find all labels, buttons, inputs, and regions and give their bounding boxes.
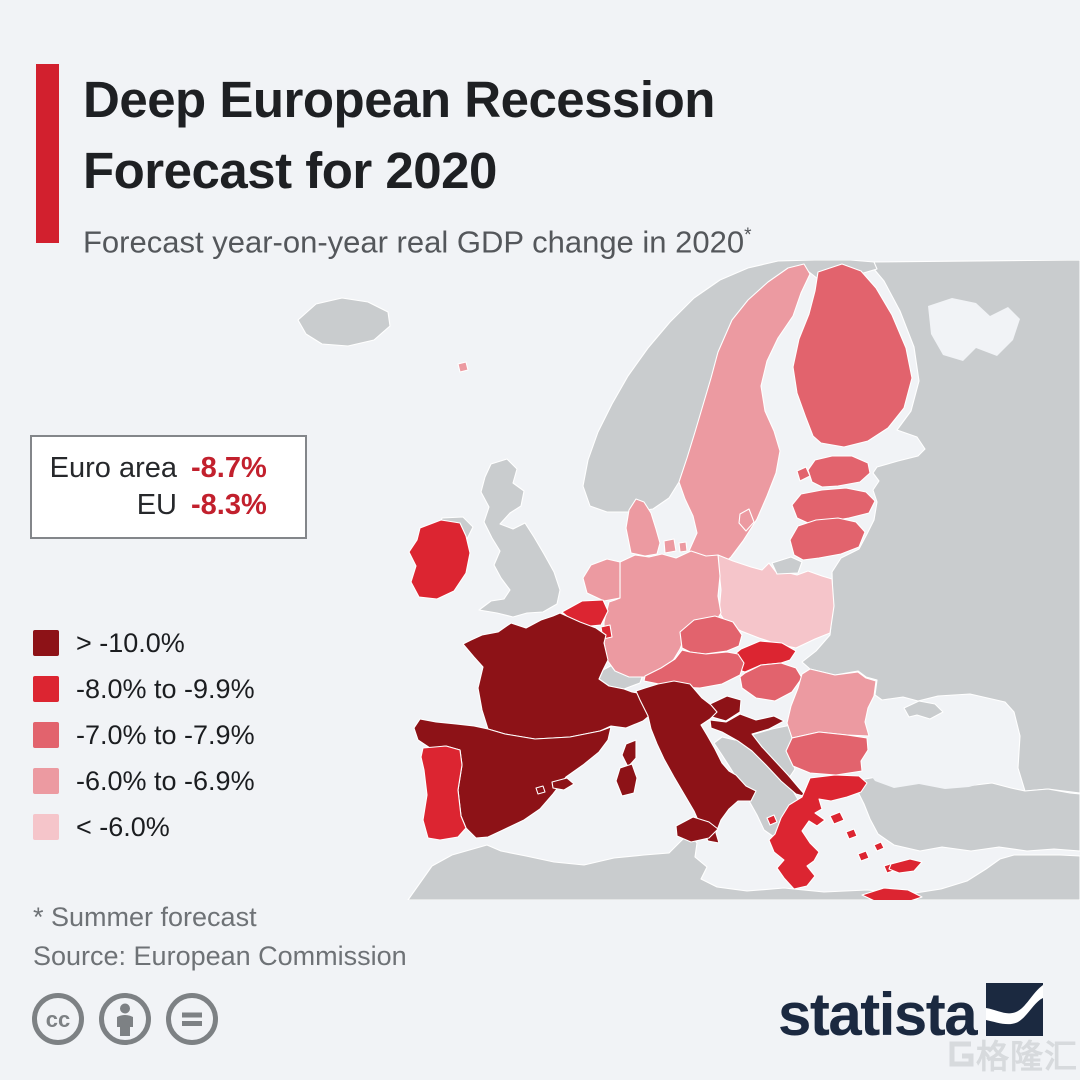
legend-item-2: -7.0% to -7.9%: [33, 719, 255, 750]
island-corsica: [621, 739, 637, 768]
legend-item-3: -6.0% to -6.9%: [33, 765, 255, 796]
island-sardinia: [615, 763, 638, 797]
estonia-islands: [796, 466, 811, 482]
country-cyprus: [888, 858, 923, 874]
country-netherlands: [582, 558, 621, 602]
info-row-euro-area: Euro area -8.7%: [32, 450, 283, 487]
page-subtitle: Forecast year-on-year real GDP change in…: [83, 224, 752, 260]
island-faroe: [457, 361, 469, 373]
legend-label-2: -7.0% to -7.9%: [76, 719, 255, 750]
legend-swatch-2: [33, 722, 59, 748]
white-sea: [928, 298, 1020, 361]
islands-balearic: [535, 777, 575, 795]
footnotes: * Summer forecast Source: European Commi…: [33, 898, 407, 976]
footnote-source: Source: European Commission: [33, 941, 407, 971]
island-gotland: [738, 508, 755, 532]
subtitle-asterisk: *: [744, 225, 752, 246]
info-row-eu: EU -8.3%: [32, 487, 283, 524]
country-latvia: [791, 487, 876, 524]
region-crimea: [903, 700, 944, 720]
watermark: 格隆汇: [940, 1030, 1078, 1078]
region-north-africa: [407, 832, 1080, 900]
country-portugal: [420, 745, 467, 841]
country-hungary: [739, 662, 803, 702]
legend-item-1: -8.0% to -9.9%: [33, 673, 255, 704]
island-sicily: [675, 816, 719, 843]
legend-label-0: > -10.0%: [76, 627, 185, 658]
europe-choropleth-map: [297, 260, 1080, 900]
title-accent-bar: [36, 64, 59, 243]
black-sea: [863, 695, 1011, 789]
country-finland: [792, 263, 913, 448]
aggregate-info-box: Euro area -8.7% EU -8.3%: [30, 435, 307, 539]
country-russia-east-europe: [801, 260, 1080, 794]
legend-item-4: < -6.0%: [33, 811, 255, 842]
euro-area-value: -8.7%: [191, 452, 267, 484]
legend-swatch-0: [33, 630, 59, 656]
country-spain: [413, 718, 612, 839]
license-icons: cc: [31, 992, 219, 1046]
no-derivatives-equals-icon: [166, 993, 218, 1045]
country-sweden: [678, 263, 811, 574]
attribution-person-icon: [99, 993, 151, 1045]
statista-branding: statista: [778, 981, 1044, 1048]
legend-label-3: -6.0% to -6.9%: [76, 765, 255, 796]
euro-area-label: Euro area: [49, 452, 177, 484]
country-lithuania: [789, 517, 866, 561]
title-line-1: Deep European Recession: [83, 71, 715, 128]
denmark-islands: [663, 538, 688, 554]
map-legend: > -10.0% -8.0% to -9.9% -7.0% to -7.9% -6.0…: [33, 627, 255, 860]
country-italy: [635, 680, 757, 844]
country-bulgaria: [785, 731, 869, 776]
svg-text:cc: cc: [46, 1007, 70, 1032]
legend-label-1: -8.0% to -9.9%: [76, 673, 255, 704]
footnote-summer-forecast: * Summer forecast: [33, 902, 257, 932]
country-estonia: [807, 455, 871, 488]
watermark-g-icon: [949, 1041, 974, 1067]
country-united-kingdom: [478, 458, 561, 618]
page-title: Deep European Recession Forecast for 2020: [83, 64, 752, 206]
statista-logo-text: statista: [778, 981, 978, 1048]
country-greece: [768, 774, 868, 890]
country-iceland: [297, 297, 391, 347]
islands-aegean: [766, 811, 897, 874]
country-denmark: [625, 498, 661, 557]
legend-item-0: > -10.0%: [33, 627, 255, 658]
legend-label-4: < -6.0%: [76, 811, 170, 842]
cc-icon: cc: [32, 993, 84, 1045]
eu-label: EU: [136, 489, 177, 521]
legend-swatch-4: [33, 814, 59, 840]
watermark-text: 格隆汇: [976, 1038, 1078, 1075]
region-kaliningrad: [771, 556, 803, 575]
country-romania: [786, 668, 877, 739]
island-crete: [861, 887, 923, 900]
legend-swatch-3: [33, 768, 59, 794]
title-line-2: Forecast for 2020: [83, 142, 497, 199]
legend-swatch-1: [33, 676, 59, 702]
statista-logo-icon: [986, 983, 1044, 1036]
eu-value: -8.3%: [191, 489, 267, 521]
country-croatia: [709, 713, 808, 798]
title-block: Deep European Recession Forecast for 2020…: [36, 64, 752, 259]
country-ireland: [408, 519, 471, 600]
